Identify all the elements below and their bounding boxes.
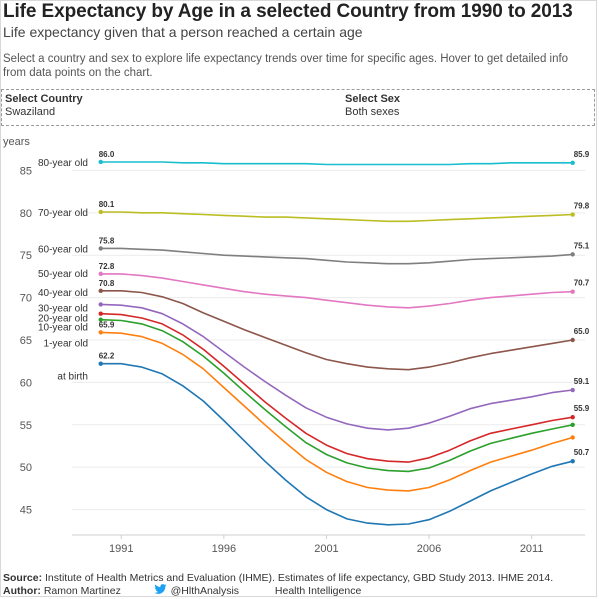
country-filter-label: Select Country — [5, 93, 83, 105]
series-line-4 — [100, 290, 573, 371]
x-tick-label: 2011 — [520, 543, 544, 555]
page-subtitle: Life expectancy given that a person reac… — [3, 24, 363, 40]
y-tick-label: 80 — [20, 208, 32, 220]
y-tick-label: 45 — [20, 505, 32, 517]
series-name-label: at birth — [57, 372, 88, 383]
end-value-label: 79.8 — [574, 202, 590, 211]
series-end-point — [570, 212, 575, 217]
series-end-point — [570, 160, 575, 166]
x-tick-label: 1991 — [109, 543, 133, 555]
life-expectancy-line-chart: 45 50 55 60 65 70 75 80 85 1991 1996 2001 2006 2011 80… — [20, 150, 590, 555]
series-start-point — [98, 159, 103, 165]
series-name-label: 70-year old — [38, 208, 88, 219]
source-label: Source: — [3, 572, 43, 584]
start-value-label: 86.0 — [99, 150, 115, 159]
x-tick-label: 1996 — [212, 543, 236, 555]
end-value-label: 50.7 — [574, 448, 590, 457]
y-tick-label: 70 — [20, 293, 32, 305]
start-value-label: 65.9 — [99, 320, 115, 329]
start-value-label: 62.2 — [99, 352, 115, 361]
series-line-8 — [100, 331, 573, 492]
series-start-point — [98, 209, 103, 215]
page-description: Select a country and sex to explore life… — [3, 53, 569, 79]
twitter-bird-icon — [154, 584, 167, 594]
series-end-point — [570, 252, 575, 257]
y-tick-label: 50 — [20, 462, 32, 474]
start-value-label: 75.8 — [99, 236, 115, 245]
series-name-label: 50-year old — [38, 269, 88, 280]
author-line: Author: Ramon Martinez @HlthAnalysis Hea… — [3, 584, 361, 597]
source-line: Source: Institute of Health Metrics and … — [3, 572, 553, 584]
end-value-label: 70.7 — [574, 279, 590, 288]
source-text: Institute of Health Metrics and Evaluati… — [45, 572, 554, 584]
series-start-point — [98, 288, 103, 294]
series-name-label: 40-year old — [38, 288, 88, 299]
series-line-0 — [100, 161, 573, 166]
series-start-point — [98, 311, 103, 316]
sex-select[interactable]: Both sexes — [345, 106, 400, 118]
series-line-5 — [100, 303, 573, 431]
y-tick-label: 75 — [20, 250, 32, 262]
author-label: Author: — [3, 585, 41, 597]
sex-filter-label: Select Sex — [345, 93, 401, 105]
x-tick-label: 2006 — [417, 543, 441, 555]
series-end-point — [570, 414, 575, 420]
series-end-point — [570, 387, 575, 393]
end-value-label: 65.0 — [574, 327, 590, 336]
series-line-9 — [100, 362, 573, 526]
start-value-label: 72.8 — [99, 262, 115, 271]
series-end-point — [570, 435, 575, 440]
series-end-point — [570, 422, 575, 427]
y-tick-label: 60 — [20, 377, 32, 389]
series-end-point — [570, 289, 575, 294]
series-name-label: 10-year old — [38, 323, 88, 334]
end-value-label: 85.9 — [574, 150, 590, 159]
series-name-label: 30-year old — [38, 303, 88, 314]
series-line-2 — [100, 247, 573, 265]
series-name-label: 20-year old — [38, 314, 88, 325]
end-value-label: 75.1 — [574, 241, 590, 250]
y-tick-label: 85 — [20, 165, 32, 177]
series-line-3 — [100, 273, 573, 309]
start-value-label: 70.8 — [99, 279, 115, 288]
series-name-label: 60-year old — [38, 244, 88, 255]
series-start-point — [98, 246, 103, 251]
twitter-handle[interactable]: @HlthAnalysis — [170, 585, 240, 597]
end-value-label: 55.9 — [574, 404, 590, 413]
x-tick-label: 2001 — [314, 543, 338, 555]
y-tick-label: 55 — [20, 420, 32, 432]
series-start-point — [98, 317, 103, 322]
organization-name: Health Intelligence — [274, 585, 362, 597]
series-line-7 — [100, 318, 573, 473]
series-line-1 — [100, 211, 573, 223]
country-select[interactable]: Swaziland — [5, 106, 56, 118]
start-value-label: 80.1 — [99, 200, 115, 209]
author-name: Ramon Martinez — [43, 585, 121, 597]
series-name-label: 1-year old — [44, 338, 88, 349]
y-tick-label: 65 — [20, 335, 32, 347]
series-start-point — [98, 302, 103, 307]
series-end-point — [570, 459, 575, 464]
page-title: Life Expectancy by Age in a selected Cou… — [3, 1, 573, 22]
series-start-point — [98, 330, 103, 335]
y-axis-unit-label: years — [3, 136, 30, 148]
series-start-point — [98, 271, 103, 277]
series-name-label: 80-year old — [38, 158, 88, 169]
series-end-point — [570, 337, 575, 343]
end-value-label: 59.1 — [574, 377, 590, 386]
series-line-6 — [100, 312, 573, 463]
series-start-point — [98, 361, 103, 366]
filter-panel: Select Country Swaziland Select Sex Both… — [1, 89, 595, 126]
